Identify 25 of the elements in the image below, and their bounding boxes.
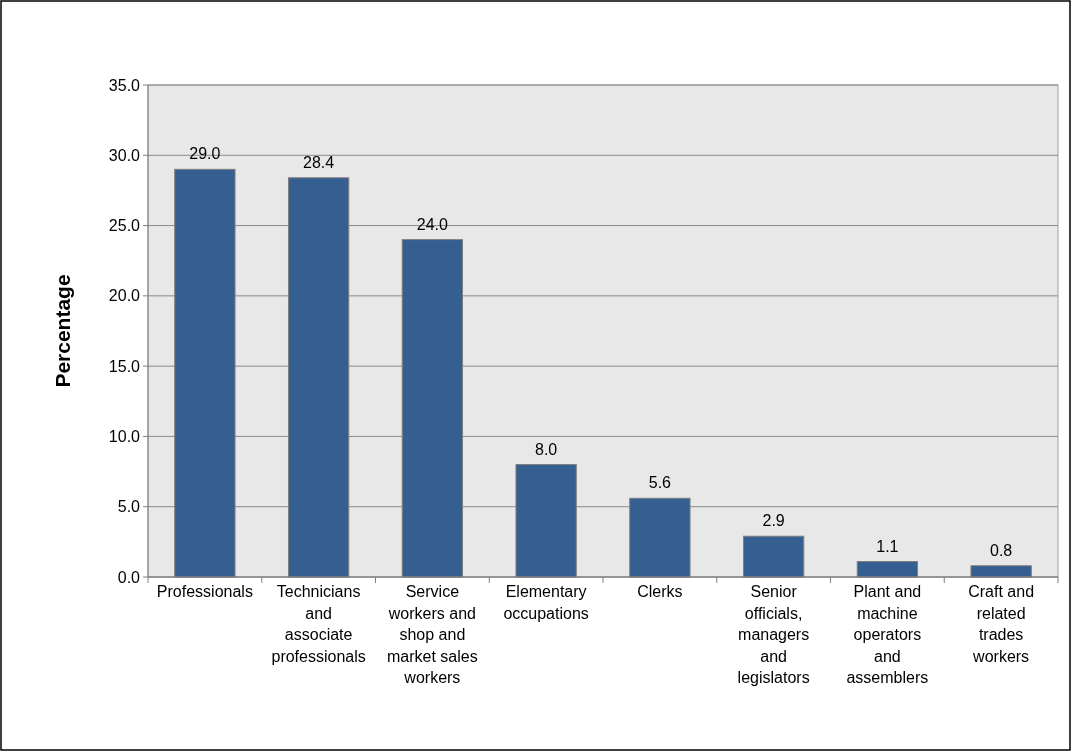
data-label: 8.0	[535, 440, 558, 458]
y-tick-label: 5.0	[117, 498, 141, 516]
data-label: 24.0	[416, 215, 449, 233]
y-tick-label: 0.0	[117, 568, 141, 586]
y-tick-label: 30.0	[108, 146, 141, 164]
y-tick-label: 25.0	[108, 217, 141, 235]
data-label: 1.1	[876, 537, 899, 555]
data-label: 0.8	[990, 541, 1013, 559]
x-tick-label: Professionals	[156, 583, 253, 600]
x-tick-label: Technicians and associate professionals	[271, 583, 366, 665]
y-tick-label: 35.0	[108, 76, 141, 94]
x-tick-label: Elementary occupations	[503, 583, 589, 622]
y-axis-title: Percentage	[51, 274, 74, 388]
x-tick-label: Plant and machine operators and assemblers	[846, 583, 929, 686]
x-tick-label: Service workers and shop and market sales workers	[387, 583, 478, 686]
y-tick-label: 20.0	[108, 287, 141, 305]
x-tick-label: Senior officials, managers and legislators	[737, 583, 810, 686]
data-label: 5.6	[648, 474, 672, 492]
y-tick-label: 15.0	[108, 357, 141, 375]
data-label: 29.0	[189, 145, 221, 163]
x-tick-label: Craft and related trades workers	[968, 583, 1035, 665]
x-tick-label: Clerks	[637, 583, 683, 600]
data-label: 2.9	[762, 512, 785, 530]
y-tick-label: 10.0	[108, 428, 141, 446]
data-label: 28.4	[303, 153, 335, 171]
